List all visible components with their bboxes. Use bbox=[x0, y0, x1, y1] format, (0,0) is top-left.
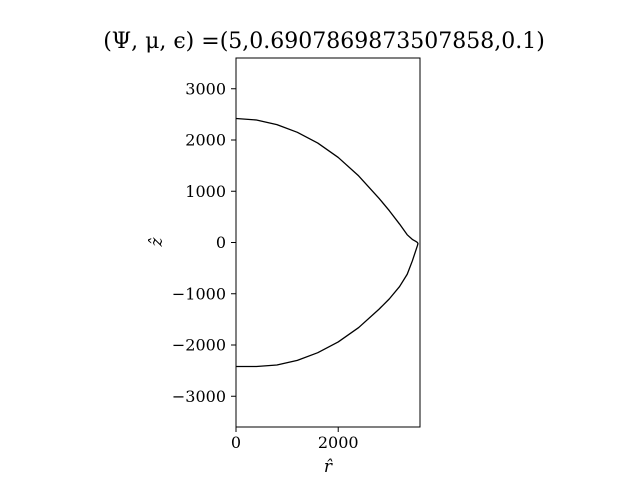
y-tick-label: 3000 bbox=[185, 79, 226, 98]
y-tick-label: −3000 bbox=[172, 387, 226, 406]
x-tick-label: 2000 bbox=[318, 433, 359, 452]
plot-area bbox=[235, 117, 419, 368]
x-tick-label: 0 bbox=[231, 433, 241, 452]
y-axis: 3000 2000 1000 0 −1000 −2000 −3000 bbox=[172, 79, 236, 406]
y-tick-label: −1000 bbox=[172, 284, 226, 303]
y-tick-label: 1000 bbox=[185, 182, 226, 201]
x-axis-label: r̂ bbox=[324, 457, 333, 477]
plot-frame bbox=[235, 57, 421, 428]
series-line-0 bbox=[235, 117, 419, 368]
chart-title: (Ψ, μ, ϵ) =(5,0.6907869873507858,0.1) bbox=[103, 29, 545, 54]
x-axis: 0 2000 bbox=[231, 427, 359, 452]
y-tick-label: 0 bbox=[216, 233, 226, 252]
y-tick-label: 2000 bbox=[185, 131, 226, 150]
y-tick-label: −2000 bbox=[172, 336, 226, 355]
y-axis-label: ẑ bbox=[147, 236, 167, 247]
